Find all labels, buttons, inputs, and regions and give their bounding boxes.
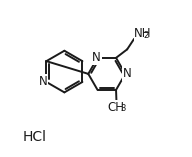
Text: CH: CH	[107, 101, 124, 114]
Text: HCl: HCl	[22, 130, 46, 144]
Text: 2: 2	[144, 31, 149, 40]
Text: N: N	[39, 75, 47, 88]
Text: N: N	[122, 67, 131, 80]
Text: 3: 3	[120, 104, 125, 113]
Text: NH: NH	[134, 27, 152, 41]
Text: N: N	[92, 51, 101, 64]
